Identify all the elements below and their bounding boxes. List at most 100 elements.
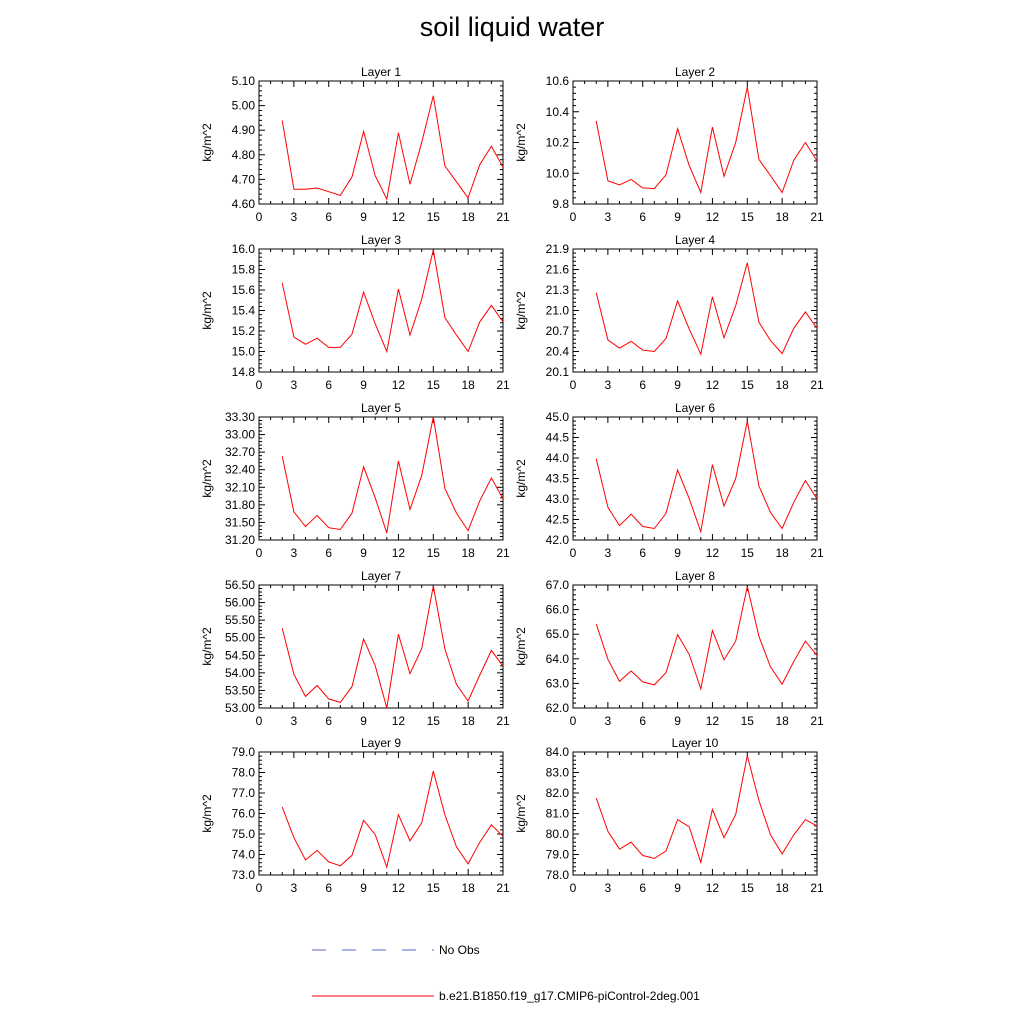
y-axis-label: kg/m^2 — [514, 794, 528, 833]
y-tick-label: 15.4 — [232, 304, 256, 318]
x-tick-label: 18 — [461, 714, 475, 728]
y-axis-label: kg/m^2 — [514, 291, 528, 330]
y-tick-label: 21.6 — [546, 263, 570, 277]
x-tick-label: 6 — [639, 378, 646, 392]
y-tick-label: 4.70 — [232, 172, 256, 186]
x-tick-label: 12 — [392, 546, 406, 560]
y-axis-label: kg/m^2 — [514, 459, 528, 498]
panel-title: Layer 8 — [675, 569, 715, 583]
series-line — [281, 416, 504, 534]
x-tick-label: 0 — [570, 210, 577, 224]
x-tick-label: 9 — [360, 378, 367, 392]
panel-title: Layer 2 — [675, 65, 715, 79]
panel-layer-9: Layer 9 kg/m^2 0 3 6 9 12 15 18 21 73.0 74.0 75.0 76.… — [200, 736, 510, 895]
y-tick-label: 4.60 — [232, 197, 256, 211]
y-tick-label: 53.00 — [225, 701, 255, 715]
y-tick-label: 44.0 — [546, 451, 570, 465]
x-tick-label: 21 — [496, 881, 510, 895]
panel-title: Layer 3 — [361, 233, 401, 247]
y-tick-label: 31.20 — [225, 533, 255, 547]
panel-layer-10: Layer 10 kg/m^2 0 3 6 9 12 15 18 21 78.0 79.0 80.0 81… — [514, 736, 824, 895]
x-tick-label: 3 — [291, 210, 298, 224]
panel-layer-3: Layer 3 kg/m^2 0 3 6 9 12 15 18 21 14.8 15.0 15.2 15.… — [200, 233, 510, 392]
panel-title: Layer 9 — [361, 736, 401, 750]
y-tick-label: 75.0 — [232, 827, 256, 841]
panel-title: Layer 4 — [675, 233, 715, 247]
y-tick-label: 20.7 — [546, 324, 570, 338]
panel-title: Layer 6 — [675, 401, 715, 415]
series-line — [281, 95, 504, 201]
x-tick-label: 9 — [360, 210, 367, 224]
x-tick-label: 3 — [605, 714, 612, 728]
y-tick-label: 84.0 — [546, 745, 570, 759]
series-line — [595, 262, 818, 356]
x-tick-label: 3 — [291, 546, 298, 560]
y-tick-label: 62.0 — [546, 701, 570, 715]
y-tick-label: 56.00 — [225, 596, 255, 610]
x-tick-label: 18 — [461, 378, 475, 392]
panel-layer-6: Layer 6 kg/m^2 0 3 6 9 12 15 18 21 42.0 42.5 43.0 43.… — [514, 401, 824, 560]
y-tick-label: 78.0 — [546, 868, 570, 882]
y-tick-label: 5.00 — [232, 99, 256, 113]
plot-frame — [258, 80, 504, 205]
panel-layer-2: Layer 2 kg/m^2 0 3 6 9 12 15 18 21 9.8 10.0 10.2 10.4… — [514, 65, 824, 224]
plot-frame — [258, 584, 504, 709]
y-tick-label: 56.50 — [225, 578, 255, 592]
y-tick-label: 79.0 — [546, 848, 570, 862]
y-tick-label: 20.4 — [546, 345, 570, 359]
y-tick-label: 32.70 — [225, 445, 255, 459]
x-tick-label: 0 — [256, 378, 263, 392]
y-tick-label: 76.0 — [232, 807, 256, 821]
y-tick-label: 53.50 — [225, 683, 255, 697]
y-tick-label: 32.40 — [225, 463, 255, 477]
x-tick-label: 9 — [674, 210, 681, 224]
x-tick-label: 21 — [496, 378, 510, 392]
legend-label-no-obs: No Obs — [439, 943, 480, 957]
x-tick-label: 0 — [256, 546, 263, 560]
x-tick-label: 15 — [741, 378, 755, 392]
x-tick-label: 15 — [427, 714, 441, 728]
x-tick-label: 6 — [639, 714, 646, 728]
x-tick-label: 0 — [256, 881, 263, 895]
y-tick-label: 9.8 — [552, 197, 569, 211]
x-tick-label: 6 — [325, 714, 332, 728]
series-line — [281, 586, 504, 709]
panel-layer-5: Layer 5 kg/m^2 0 3 6 9 12 15 18 21 31.20 31.50 31.80… — [200, 401, 510, 560]
x-tick-label: 0 — [570, 714, 577, 728]
y-tick-label: 82.0 — [546, 786, 570, 800]
x-tick-label: 12 — [392, 881, 406, 895]
x-tick-label: 15 — [741, 546, 755, 560]
y-tick-label: 54.50 — [225, 648, 255, 662]
x-tick-label: 18 — [461, 881, 475, 895]
y-tick-label: 79.0 — [232, 745, 256, 759]
panel-layer-7: Layer 7 kg/m^2 0 3 6 9 12 15 18 21 53.00 53.50 54.00… — [200, 569, 510, 728]
x-tick-label: 15 — [741, 210, 755, 224]
series-line — [595, 586, 818, 691]
y-tick-label: 55.50 — [225, 613, 255, 627]
y-tick-label: 78.0 — [232, 766, 256, 780]
x-tick-label: 6 — [639, 546, 646, 560]
y-tick-label: 83.0 — [546, 766, 570, 780]
x-tick-label: 15 — [427, 546, 441, 560]
y-tick-label: 44.5 — [546, 431, 570, 445]
x-tick-label: 15 — [427, 881, 441, 895]
x-tick-label: 9 — [360, 546, 367, 560]
x-tick-label: 0 — [570, 378, 577, 392]
x-tick-label: 15 — [741, 714, 755, 728]
x-tick-label: 6 — [325, 546, 332, 560]
y-tick-label: 21.9 — [546, 242, 570, 256]
x-tick-label: 12 — [706, 210, 720, 224]
x-tick-label: 21 — [810, 210, 824, 224]
x-tick-label: 18 — [775, 378, 789, 392]
y-tick-label: 66.0 — [546, 603, 570, 617]
y-tick-label: 4.90 — [232, 123, 256, 137]
x-tick-label: 3 — [605, 210, 612, 224]
series-line — [281, 770, 504, 870]
x-tick-label: 3 — [291, 714, 298, 728]
y-axis-label: kg/m^2 — [514, 123, 528, 162]
y-tick-label: 31.80 — [225, 498, 255, 512]
x-tick-label: 15 — [427, 378, 441, 392]
x-tick-label: 9 — [674, 378, 681, 392]
x-tick-label: 12 — [392, 714, 406, 728]
y-tick-label: 21.0 — [546, 304, 570, 318]
